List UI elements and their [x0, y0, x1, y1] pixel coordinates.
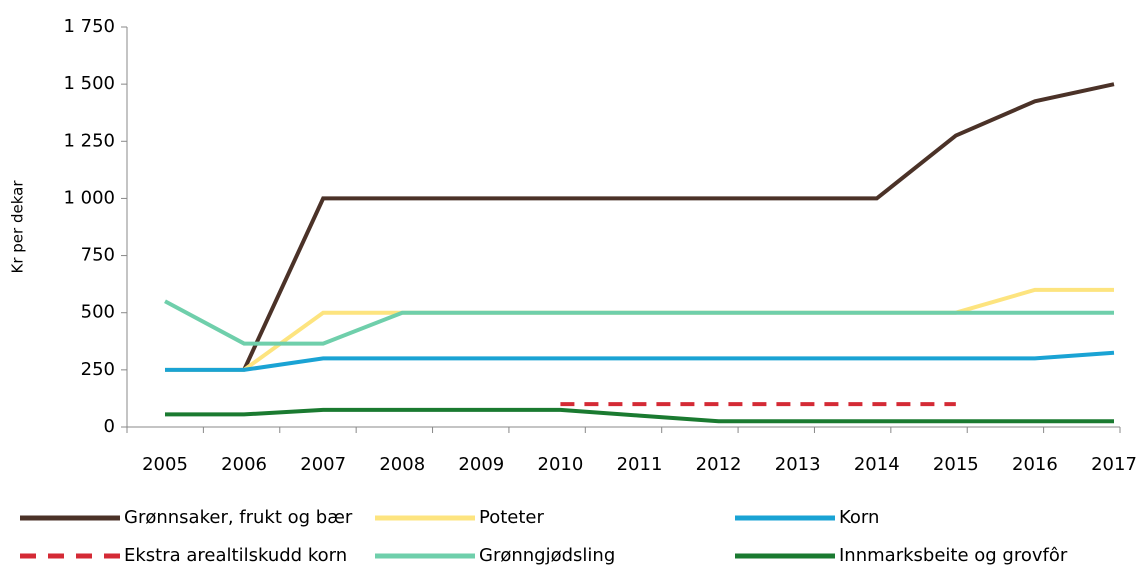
legend-label: Korn: [839, 507, 879, 528]
y-tick-label: 1 250: [63, 130, 115, 151]
series-line: [165, 407, 1114, 424]
y-tick-label: 500: [81, 302, 115, 323]
x-tick-label: 2015: [933, 454, 979, 475]
series-line: [164, 299, 1114, 346]
legend-label: Grønngjødsling: [479, 545, 615, 566]
x-tick-label: 2006: [221, 454, 267, 475]
legend-label: Poteter: [479, 507, 544, 528]
legend-label: Grønnsaker, frukt og bær: [124, 507, 353, 528]
y-tick-label: 750: [81, 245, 115, 266]
series-line: [242, 82, 1115, 371]
y-tick-label: 0: [104, 416, 115, 437]
x-tick-label: 2012: [696, 454, 742, 475]
x-tick-label: 2005: [142, 454, 188, 475]
y-tick-label: 250: [81, 359, 115, 380]
x-tick-label: 2013: [775, 454, 821, 475]
x-tick-label: 2010: [538, 454, 584, 475]
y-tick-label: 1 500: [63, 73, 115, 94]
x-tick-label: 2017: [1091, 454, 1137, 475]
y-tick-label: 1 750: [63, 16, 115, 37]
x-tick-label: 2011: [617, 454, 663, 475]
legend-label: Innmarksbeite og grovfôr: [839, 545, 1068, 566]
x-tick-label: 2014: [854, 454, 900, 475]
series-line: [165, 350, 1115, 372]
legend-label: Ekstra arealtilskudd korn: [124, 545, 347, 566]
x-tick-label: 2009: [458, 454, 504, 475]
x-tick-label: 2007: [300, 454, 346, 475]
y-tick-label: 1 000: [63, 187, 115, 208]
x-tick-label: 2016: [1012, 454, 1058, 475]
y-axis-label: Kr per dekar: [9, 180, 27, 274]
x-tick-label: 2008: [379, 454, 425, 475]
